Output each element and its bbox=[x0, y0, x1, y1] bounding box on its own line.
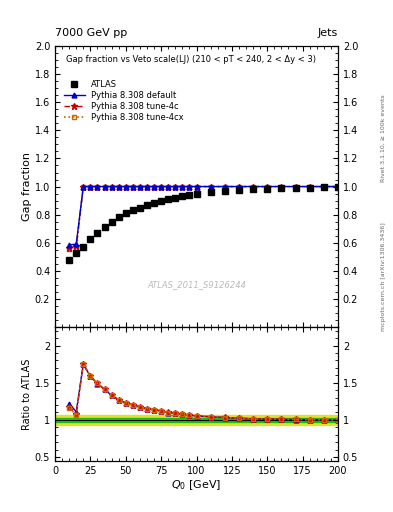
Text: Jets: Jets bbox=[318, 28, 338, 38]
Legend: ATLAS, Pythia 8.308 default, Pythia 8.308 tune-4c, Pythia 8.308 tune-4cx: ATLAS, Pythia 8.308 default, Pythia 8.30… bbox=[62, 78, 185, 124]
Text: Gap fraction vs Veto scale(LJ) (210 < pT < 240, 2 < Δy < 3): Gap fraction vs Veto scale(LJ) (210 < pT… bbox=[66, 54, 316, 63]
Text: Rivet 3.1.10, ≥ 100k events: Rivet 3.1.10, ≥ 100k events bbox=[381, 94, 386, 182]
Text: 7000 GeV pp: 7000 GeV pp bbox=[55, 28, 127, 38]
X-axis label: $Q_0$ [GeV]: $Q_0$ [GeV] bbox=[171, 478, 222, 492]
Y-axis label: Ratio to ATLAS: Ratio to ATLAS bbox=[22, 358, 32, 430]
Y-axis label: Gap fraction: Gap fraction bbox=[22, 152, 32, 221]
Text: mcplots.cern.ch [arXiv:1306.3436]: mcplots.cern.ch [arXiv:1306.3436] bbox=[381, 222, 386, 331]
Text: ATLAS_2011_S9126244: ATLAS_2011_S9126244 bbox=[147, 281, 246, 289]
